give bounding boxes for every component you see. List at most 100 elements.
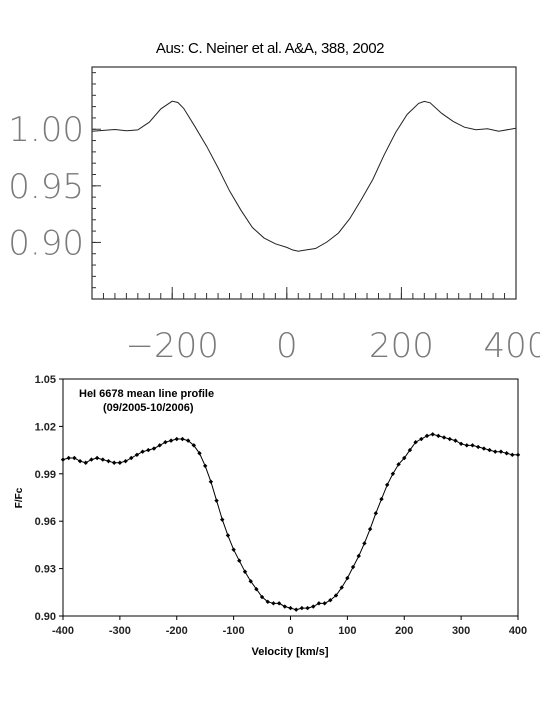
data-point-marker xyxy=(487,447,492,453)
chart-2-markers xyxy=(60,432,521,612)
chart-2-x-label: Velocity [km/s] xyxy=(251,646,328,658)
chart-1-series-line xyxy=(91,100,517,252)
data-point-marker xyxy=(259,594,265,600)
data-point-marker xyxy=(231,547,236,552)
data-point-marker xyxy=(157,443,162,448)
data-point-marker xyxy=(424,433,430,439)
data-point-marker xyxy=(254,586,259,592)
x-tick-label: -200 xyxy=(166,625,188,637)
data-point-marker xyxy=(373,511,379,516)
data-point-marker xyxy=(293,607,299,612)
data-point-marker xyxy=(413,440,418,445)
data-point-marker xyxy=(339,585,344,590)
y-tick-label: 0.93 xyxy=(35,564,56,576)
y-tick-label: 0.99 xyxy=(35,469,56,481)
data-point-marker xyxy=(430,432,435,437)
chart-2: -400 -300 -200 -100 0 100 200 300 400 1.05 1.02 0.… xyxy=(14,374,527,658)
data-point-marker xyxy=(180,436,185,442)
data-point-marker xyxy=(248,579,253,584)
data-point-marker xyxy=(367,526,373,532)
data-point-marker xyxy=(402,455,407,461)
data-point-marker xyxy=(362,541,367,546)
chart-2-y-axis: 1.05 1.02 0.99 0.96 0.93 0.90 xyxy=(35,374,63,623)
data-point-marker xyxy=(191,443,197,448)
data-point-marker xyxy=(174,436,179,442)
data-point-marker xyxy=(515,452,521,458)
x-tick-label: 200 xyxy=(369,326,434,366)
data-point-marker xyxy=(111,460,117,465)
x-tick-label: 400 xyxy=(484,326,540,366)
x-tick-label: -100 xyxy=(223,625,245,637)
data-point-marker xyxy=(493,449,498,454)
data-point-marker xyxy=(384,482,390,488)
data-point-marker xyxy=(299,605,305,611)
data-point-marker xyxy=(140,449,145,454)
data-point-marker xyxy=(225,533,231,538)
data-point-marker xyxy=(407,447,413,453)
x-tick-label: −200 xyxy=(126,326,219,366)
data-point-marker xyxy=(390,471,396,476)
y-tick-label: 0.90 xyxy=(8,223,84,263)
chart-2-subtitle: (09/2005-10/2006) xyxy=(103,402,194,414)
data-point-marker xyxy=(163,440,168,445)
x-tick-label: -300 xyxy=(109,625,131,637)
data-point-marker xyxy=(322,601,327,606)
data-point-marker xyxy=(117,460,123,465)
data-point-marker xyxy=(208,479,214,484)
data-point-marker xyxy=(220,517,225,522)
data-point-marker xyxy=(168,438,174,443)
data-point-marker xyxy=(447,436,452,442)
data-point-marker xyxy=(345,575,350,581)
data-point-marker xyxy=(328,598,333,603)
chart-1-x-axis: −200 0 200 400 xyxy=(91,287,540,366)
data-point-marker xyxy=(458,441,464,446)
x-tick-label: -400 xyxy=(52,625,74,637)
chart-2-frame xyxy=(62,378,519,617)
data-point-marker xyxy=(333,593,339,598)
y-tick-label: 0.96 xyxy=(35,516,56,528)
x-tick-label: 0 xyxy=(287,625,293,637)
y-tick-label: 0.95 xyxy=(8,167,84,207)
data-point-marker xyxy=(237,558,242,563)
data-point-marker xyxy=(134,452,140,458)
data-point-marker xyxy=(265,599,270,604)
y-tick-label: 1.00 xyxy=(8,110,84,150)
y-tick-label: 1.05 xyxy=(35,374,56,386)
data-point-marker xyxy=(185,438,191,443)
y-tick-label: 0.90 xyxy=(35,611,56,623)
data-point-marker xyxy=(94,455,100,461)
data-point-marker xyxy=(356,553,361,559)
x-tick-label: 0 xyxy=(276,326,298,366)
data-point-marker xyxy=(89,457,94,462)
data-point-marker xyxy=(77,458,83,464)
data-point-marker xyxy=(202,463,208,469)
data-point-marker xyxy=(396,462,401,467)
chart-2-series-line xyxy=(62,433,518,611)
data-point-marker xyxy=(123,458,128,464)
data-point-marker xyxy=(464,443,470,448)
data-point-marker xyxy=(504,451,509,456)
data-point-marker xyxy=(316,601,322,606)
data-point-marker xyxy=(510,452,515,458)
data-point-marker xyxy=(271,601,276,606)
y-tick-label: 1.02 xyxy=(35,421,56,433)
chart-2-title: HeI 6678 mean line profile xyxy=(79,388,214,400)
data-point-marker xyxy=(72,455,77,461)
data-point-marker xyxy=(470,443,475,448)
data-point-marker xyxy=(129,455,134,461)
x-tick-label: 100 xyxy=(338,625,356,637)
data-point-marker xyxy=(242,569,248,574)
data-point-marker xyxy=(282,604,288,609)
data-point-marker xyxy=(288,605,293,611)
data-point-marker xyxy=(197,451,202,456)
data-point-marker xyxy=(146,447,151,453)
x-tick-label: 300 xyxy=(452,625,470,637)
data-point-marker xyxy=(453,438,458,443)
data-point-marker xyxy=(481,446,487,451)
chart-1-frame xyxy=(91,66,517,300)
chart-2-x-axis: -400 -300 -200 -100 0 100 200 300 400 xyxy=(52,616,527,637)
data-point-marker xyxy=(475,444,481,450)
data-point-marker xyxy=(151,446,157,451)
data-point-marker xyxy=(106,458,111,464)
